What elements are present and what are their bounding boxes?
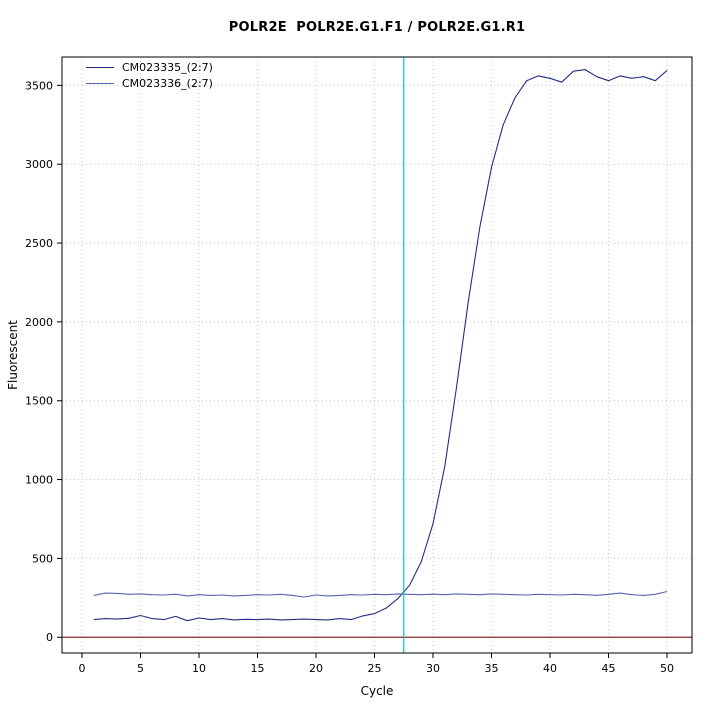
x-tick-label: 10 <box>192 662 206 675</box>
legend: CM023335_(2:7) CM023336_(2:7) <box>86 61 213 90</box>
legend-item: CM023335_(2:7) <box>86 61 213 74</box>
x-tick-label: 30 <box>426 662 440 675</box>
x-tick-label: 25 <box>368 662 382 675</box>
y-tick-label: 500 <box>32 552 53 565</box>
x-tick-label: 45 <box>602 662 616 675</box>
y-tick-label: 3500 <box>25 79 53 92</box>
legend-item: CM023336_(2:7) <box>86 77 213 90</box>
x-axis-title: Cycle <box>361 684 394 698</box>
legend-line-swatch <box>86 67 114 68</box>
y-tick-label: 3000 <box>25 158 53 171</box>
x-tick-label: 20 <box>309 662 323 675</box>
legend-label: CM023335_(2:7) <box>122 61 213 74</box>
y-tick-label: 1000 <box>25 474 53 487</box>
x-tick-label: 35 <box>485 662 499 675</box>
y-tick-label: 2500 <box>25 237 53 250</box>
x-tick-label: 15 <box>251 662 265 675</box>
plot-border <box>61 56 693 654</box>
y-tick-label: 2000 <box>25 316 53 329</box>
chart-title: POLR2E POLR2E.G1.F1 / POLR2E.G1.R1 <box>228 20 526 35</box>
x-tick-label: 50 <box>660 662 674 675</box>
y-tick-label: 1500 <box>25 395 53 408</box>
legend-label: CM023336_(2:7) <box>122 77 213 90</box>
y-tick-label: 0 <box>46 631 53 644</box>
x-tick-label: 40 <box>543 662 557 675</box>
series-line-cm023336 <box>93 590 668 598</box>
series-line-cm023335 <box>93 69 668 622</box>
legend-line-swatch <box>86 83 114 84</box>
y-axis-title: Fluorescent <box>6 320 20 390</box>
x-tick-label: 5 <box>137 662 144 675</box>
x-tick-label: 0 <box>79 662 86 675</box>
